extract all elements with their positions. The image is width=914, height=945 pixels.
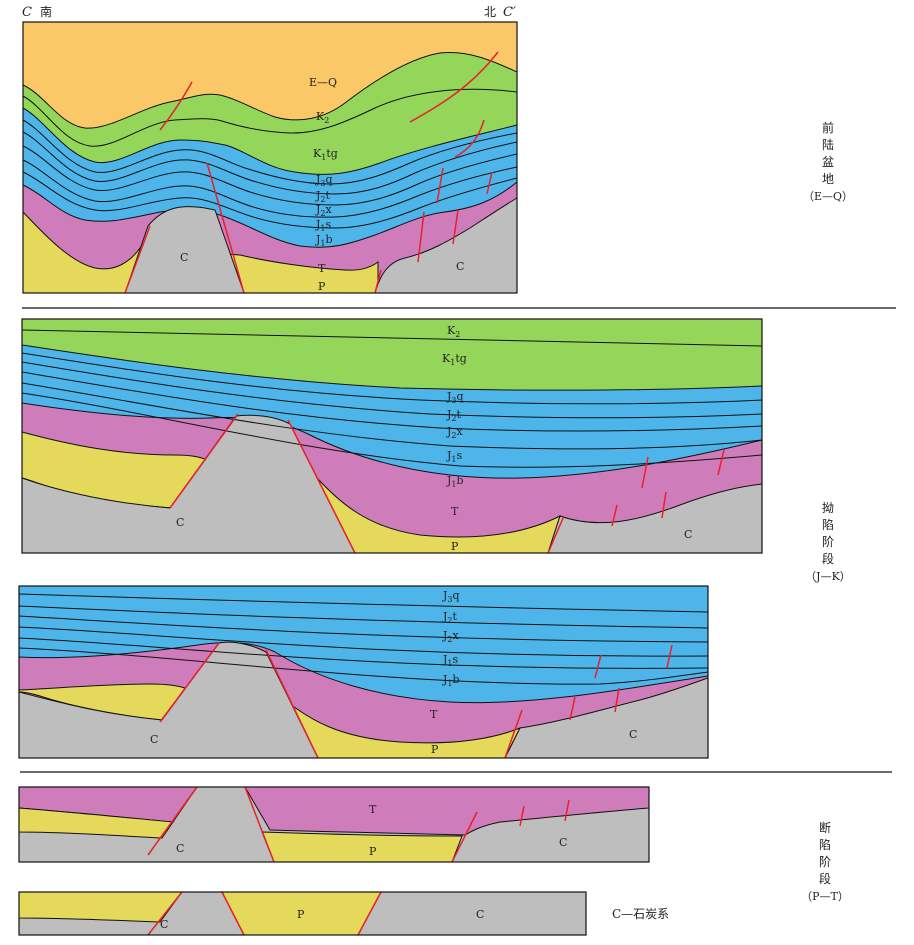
stage-char: 陆 [822, 137, 834, 152]
stage-char: 段 [822, 551, 834, 566]
faults-p3 [159, 642, 673, 759]
p-layer-east [309, 469, 561, 554]
unit-label-c-east: C [476, 908, 484, 921]
faults-p2 [169, 413, 725, 554]
stage-label-depression: 拗 陷 阶 段 （J—K） [805, 501, 851, 583]
faults-p5 [147, 891, 382, 936]
unit-label-c-east: C [684, 528, 692, 541]
unit-label-j2t: J2t [446, 408, 462, 423]
unit-label-j3q: J3q [315, 173, 333, 188]
horizons-p3 [18, 593, 709, 685]
panel-frame [18, 786, 650, 863]
unit-label-t: T [451, 505, 459, 518]
unit-label-k1tg: K1tg [442, 352, 467, 367]
stage-char: 拗 [822, 501, 834, 515]
unit-label-p: P [431, 743, 439, 756]
unit-label-j1b: J1b [442, 673, 460, 688]
unit-label-j1b: J1b [315, 233, 333, 248]
stage-char: 地 [822, 172, 834, 186]
horizons-p2 [21, 329, 763, 468]
stage-char: 陷 [819, 837, 831, 852]
unit-label-j3q: J3q [446, 390, 464, 405]
unit-label-p: P [318, 280, 326, 293]
unit-label-k1tg: K1tg [313, 147, 338, 162]
header-left-dir: 南 [40, 4, 52, 19]
unit-label-p: P [369, 845, 377, 858]
panel-frame [21, 318, 763, 554]
unit-label-c: C [180, 251, 188, 264]
unit-label-c-north: C [456, 260, 464, 273]
unit-label-t: T [430, 708, 438, 721]
unit-label-c: C [160, 918, 168, 931]
stage-period: （P—T） [801, 890, 849, 903]
panel-frame [18, 891, 587, 936]
stage-period: （E—Q） [803, 190, 853, 203]
unit-label-t: T [318, 262, 326, 275]
stage-char: 段 [819, 871, 831, 886]
unit-label-k2: K2 [447, 324, 460, 339]
c-basement-east [504, 677, 709, 759]
stage-label-rift: 断 陷 阶 段 （P—T） [801, 820, 849, 903]
unit-label-t: T [369, 803, 377, 816]
p-layer-west [18, 891, 183, 923]
header-right-letter: C′ [503, 5, 516, 20]
stage-char: 阶 [819, 855, 831, 869]
stage-char: 陷 [822, 517, 834, 532]
stage-period: （J—K） [805, 570, 851, 583]
unit-label-j2x: J2x [315, 203, 333, 218]
unit-label-c: C [176, 842, 184, 855]
p-layer-east [284, 699, 522, 759]
unit-label-j1s: J1s [446, 449, 463, 464]
unit-label-j2x: J2x [442, 629, 460, 644]
panel-frame [22, 21, 518, 294]
t-layer [19, 786, 650, 836]
unit-label-k2: K2 [316, 110, 329, 125]
c-basement-north [374, 197, 518, 294]
panel-depression-k: K2 K1tg J3q J2t J2x J1s J1b T P C C [21, 318, 763, 554]
stage-label-foreland: 前 陆 盆 地 （E—Q） [803, 120, 853, 203]
c-basement-east [547, 483, 763, 554]
unit-label-p: P [451, 540, 459, 553]
unit-label-j3q: J3q [442, 589, 460, 604]
unit-label-c-east: C [629, 728, 637, 741]
faults-p1 [124, 51, 499, 294]
stage-char: 前 [822, 120, 834, 135]
header-right-dir: 北 [484, 5, 496, 19]
horizons-p1 [22, 88, 518, 229]
unit-label-j1b: J1b [446, 474, 464, 489]
unit-label-j1s: J1s [442, 653, 459, 668]
panel-depression-j: J3q J2t J2x J1s J1b T P C C [18, 585, 709, 759]
panel-foreland: E—Q K2 K1tg J3q J2t J2x J1s J1b T P C C [22, 21, 518, 294]
header-left-letter: C [22, 5, 32, 20]
faults-p4 [147, 786, 570, 863]
unit-label-c: C [150, 733, 158, 746]
unit-label-c-east: C [559, 836, 567, 849]
unit-label-eq: E—Q [309, 76, 337, 89]
stage-char: 阶 [822, 535, 834, 549]
unit-label-j2x: J2x [446, 425, 464, 440]
p-layer-west [18, 807, 174, 839]
panel-frame [18, 585, 709, 759]
c-basement [124, 206, 245, 294]
legend-carboniferous: C—石炭系 [612, 907, 669, 921]
stage-char: 盆 [822, 155, 834, 169]
unit-label-j2t: J2t [442, 610, 458, 625]
panel-rift-t: T P C C [18, 786, 650, 863]
unit-label-c: C [176, 516, 184, 529]
p-layer-east [261, 831, 463, 863]
unit-label-j1s: J1s [315, 218, 332, 233]
unit-label-p: P [297, 908, 305, 921]
stage-char: 断 [819, 820, 831, 835]
unit-label-j2t: J2t [315, 189, 331, 204]
panel-rift-p: P C C [18, 891, 587, 936]
